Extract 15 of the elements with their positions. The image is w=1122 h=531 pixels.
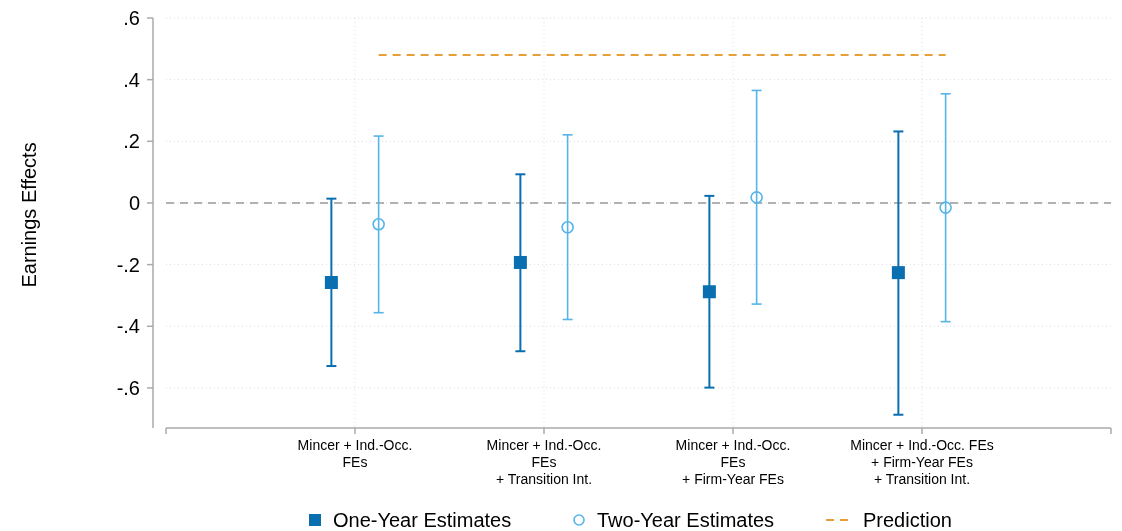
y-tick-label: .4 xyxy=(123,68,140,91)
y-axis-title: Earnings Effects xyxy=(18,142,40,288)
legend-label: Two-Year Estimates xyxy=(597,509,775,531)
y-tick-label: -.2 xyxy=(116,253,140,276)
x-tick-label: Mincer + Ind.-Occ. FEs + Firm-Year FEs + Transition Int. xyxy=(850,437,994,487)
y-tick-label: .2 xyxy=(123,130,140,153)
y-tick-label: .6 xyxy=(123,7,140,29)
y-tick-label: -.6 xyxy=(116,376,140,399)
legend-label: Prediction xyxy=(863,509,952,531)
x-tick-label: Mincer + Ind.-Occ. FEs + Transition Int. xyxy=(486,437,602,487)
x-tick-label: Mincer + Ind.-Occ. FEs + Firm-Year FEs xyxy=(675,437,791,487)
legend-label: One-Year Estimates xyxy=(333,509,512,531)
y-tick-label: -.4 xyxy=(116,315,140,338)
x-tick-label: Mincer + Ind.-Occ. FEs xyxy=(297,437,413,470)
y-tick-label: 0 xyxy=(128,191,140,214)
